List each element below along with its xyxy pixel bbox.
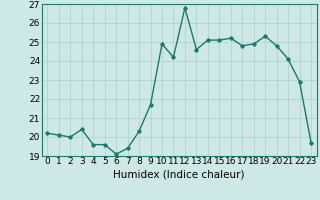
X-axis label: Humidex (Indice chaleur): Humidex (Indice chaleur) [114,169,245,179]
